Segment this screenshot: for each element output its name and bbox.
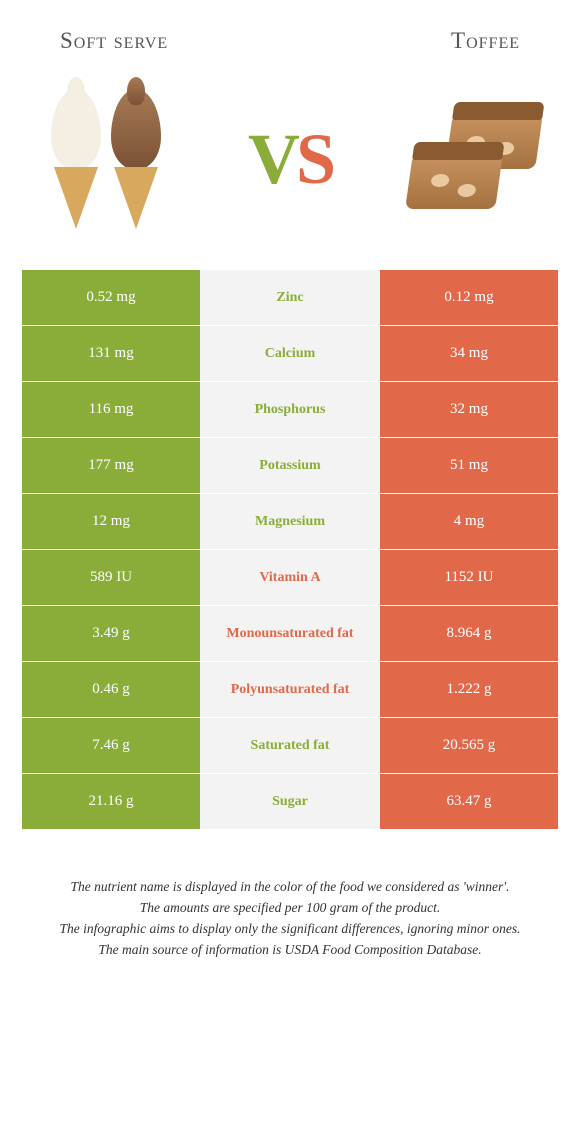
header-titles: Soft serve Toffee (0, 0, 580, 64)
table-row: 589 IUVitamin A1152 IU (22, 549, 558, 605)
table-row: 116 mgPhosphorus32 mg (22, 381, 558, 437)
table-row: 7.46 gSaturated fat20.565 g (22, 717, 558, 773)
nutrient-name: Saturated fat (200, 718, 380, 773)
nutrient-name: Potassium (200, 438, 380, 493)
vs-v: V (248, 119, 296, 199)
vs-label: VS (248, 118, 332, 201)
footer-line: The amounts are specified per 100 gram o… (28, 898, 552, 919)
toffee-image (404, 84, 544, 234)
footer-line: The main source of information is USDA F… (28, 940, 552, 961)
table-row: 0.46 gPolyunsaturated fat1.222 g (22, 661, 558, 717)
nutrient-name: Magnesium (200, 494, 380, 549)
nutrient-name: Polyunsaturated fat (200, 662, 380, 717)
nutrient-name: Zinc (200, 270, 380, 325)
table-row: 3.49 gMonounsaturated fat8.964 g (22, 605, 558, 661)
value-left: 12 mg (22, 494, 200, 549)
value-right: 0.12 mg (380, 270, 558, 325)
title-right: Toffee (451, 28, 520, 54)
nutrient-name: Calcium (200, 326, 380, 381)
value-right: 1.222 g (380, 662, 558, 717)
table-row: 21.16 gSugar63.47 g (22, 773, 558, 829)
table-row: 0.52 mgZinc0.12 mg (22, 269, 558, 325)
value-left: 3.49 g (22, 606, 200, 661)
value-right: 1152 IU (380, 550, 558, 605)
hero-row: VS (0, 64, 580, 269)
value-right: 8.964 g (380, 606, 558, 661)
value-left: 116 mg (22, 382, 200, 437)
nutrient-table: 0.52 mgZinc0.12 mg131 mgCalcium34 mg116 … (22, 269, 558, 829)
table-row: 177 mgPotassium51 mg (22, 437, 558, 493)
vs-s: S (296, 119, 332, 199)
footer-line: The infographic aims to display only the… (28, 919, 552, 940)
value-right: 4 mg (380, 494, 558, 549)
value-left: 7.46 g (22, 718, 200, 773)
nutrient-name: Vitamin A (200, 550, 380, 605)
value-left: 589 IU (22, 550, 200, 605)
nutrient-name: Monounsaturated fat (200, 606, 380, 661)
soft-serve-image (36, 84, 176, 234)
value-left: 0.52 mg (22, 270, 200, 325)
value-right: 51 mg (380, 438, 558, 493)
nutrient-name: Phosphorus (200, 382, 380, 437)
value-right: 34 mg (380, 326, 558, 381)
value-right: 63.47 g (380, 774, 558, 829)
footer-notes: The nutrient name is displayed in the co… (0, 829, 580, 961)
value-right: 32 mg (380, 382, 558, 437)
value-left: 21.16 g (22, 774, 200, 829)
value-right: 20.565 g (380, 718, 558, 773)
value-left: 177 mg (22, 438, 200, 493)
footer-line: The nutrient name is displayed in the co… (28, 877, 552, 898)
title-left: Soft serve (60, 28, 168, 54)
table-row: 131 mgCalcium34 mg (22, 325, 558, 381)
nutrient-name: Sugar (200, 774, 380, 829)
table-row: 12 mgMagnesium4 mg (22, 493, 558, 549)
value-left: 131 mg (22, 326, 200, 381)
value-left: 0.46 g (22, 662, 200, 717)
